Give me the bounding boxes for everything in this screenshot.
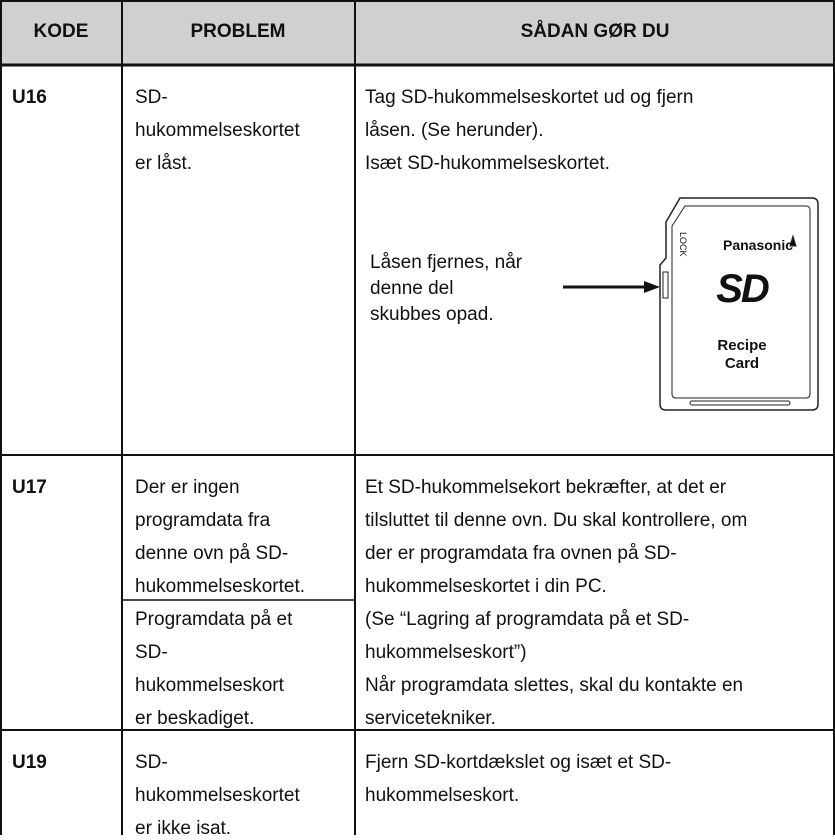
solution-text: Fjern SD-kortdækslet og isæt et SD- bbox=[365, 752, 671, 773]
solution-text: hukommelseskortet i din PC. bbox=[365, 576, 607, 597]
problem-text: SD- bbox=[135, 642, 168, 663]
error-code: U16 bbox=[12, 87, 47, 108]
solution-text: Tag SD-hukommelseskortet ud og fjern bbox=[365, 87, 693, 108]
header-bg bbox=[0, 0, 835, 65]
diagram-label: skubbes opad. bbox=[370, 304, 494, 325]
solution-text: hukommelseskort”) bbox=[365, 642, 527, 663]
error-code: U19 bbox=[12, 752, 47, 773]
card-text: Recipe bbox=[717, 337, 766, 354]
problem-text: Der er ingen bbox=[135, 477, 240, 498]
problem-text: hukommelseskortet bbox=[135, 120, 300, 141]
card-brand: Panasonic bbox=[723, 237, 793, 253]
arrow bbox=[563, 281, 660, 293]
column-header: PROBLEM bbox=[191, 21, 286, 42]
card-lock: LOCK bbox=[678, 232, 688, 257]
problem-text: denne ovn på SD- bbox=[135, 543, 288, 564]
diagram-label: Låsen fjernes, når bbox=[370, 252, 523, 273]
solution-text: Isæt SD-hukommelseskortet. bbox=[365, 153, 610, 174]
problem-text: er ikke isat. bbox=[135, 818, 231, 835]
card-logo: SD bbox=[716, 267, 769, 311]
problem-text: programdata fra bbox=[135, 510, 271, 531]
problem-text: SD- bbox=[135, 87, 168, 108]
error-code: U17 bbox=[12, 477, 47, 498]
solution-text: der er programdata fra ovnen på SD- bbox=[365, 543, 677, 564]
problem-text: hukommelseskortet bbox=[135, 785, 300, 806]
solution-text: (Se “Lagring af programdata på et SD- bbox=[365, 609, 689, 630]
solution-text: servicetekniker. bbox=[365, 708, 496, 729]
problem-text: hukommelseskort bbox=[135, 675, 285, 696]
solution-text: hukommelseskort. bbox=[365, 785, 519, 806]
solution-text: låsen. (Se herunder). bbox=[365, 120, 544, 141]
sd-card bbox=[659, 197, 819, 411]
problem-text: hukommelseskortet. bbox=[135, 576, 305, 597]
solution-text: Et SD-hukommelsekort bekræfter, at det e… bbox=[365, 477, 727, 498]
problem-text: Programdata på et bbox=[135, 609, 293, 630]
solution-text: tilsluttet til denne ovn. Du skal kontro… bbox=[365, 510, 747, 531]
column-header: SÅDAN GØR DU bbox=[521, 21, 670, 42]
problem-text: er låst. bbox=[135, 153, 192, 174]
diagram-label: denne del bbox=[370, 278, 453, 299]
card-text: Card bbox=[725, 355, 759, 372]
column-header: KODE bbox=[34, 21, 89, 42]
solution-text: Når programdata slettes, skal du kontakt… bbox=[365, 675, 743, 696]
problem-text: er beskadiget. bbox=[135, 708, 254, 729]
problem-text: SD- bbox=[135, 752, 168, 773]
